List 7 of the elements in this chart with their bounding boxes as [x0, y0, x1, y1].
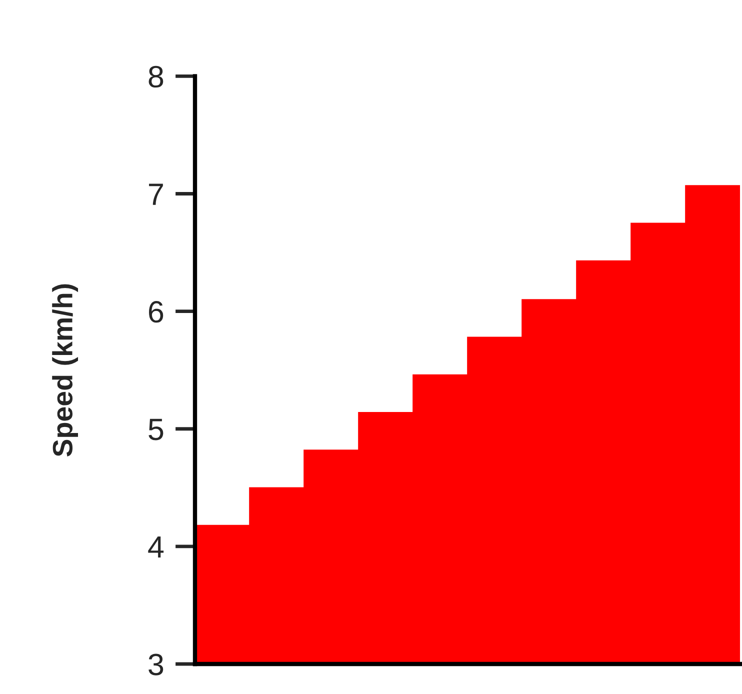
y-tick-label: 3	[148, 654, 164, 676]
y-tick-label: 5	[148, 418, 164, 440]
y-tick-label: 4	[148, 536, 164, 558]
y-axis-title: Speed (km/h)	[52, 284, 78, 456]
y-tick-label: 6	[149, 301, 164, 323]
y-tick-label: 8	[148, 66, 164, 88]
y-tick-label: 7	[149, 184, 163, 205]
